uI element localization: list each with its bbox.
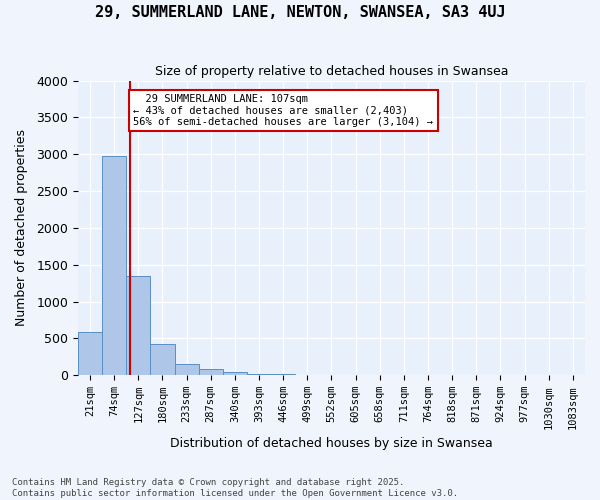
Title: Size of property relative to detached houses in Swansea: Size of property relative to detached ho… (155, 65, 508, 78)
Text: Contains HM Land Registry data © Crown copyright and database right 2025.
Contai: Contains HM Land Registry data © Crown c… (12, 478, 458, 498)
Bar (151, 344, 175, 375)
Bar (223, 372, 247, 375)
Bar (126, 276, 151, 375)
X-axis label: Distribution of detached houses by size in Swansea: Distribution of detached houses by size … (170, 437, 493, 450)
Y-axis label: Number of detached properties: Number of detached properties (15, 130, 28, 326)
Text: 29 SUMMERLAND LANE: 107sqm
← 43% of detached houses are smaller (2,403)
56% of s: 29 SUMMERLAND LANE: 107sqm ← 43% of deta… (133, 94, 433, 127)
Bar (199, 370, 223, 375)
Bar (102, 156, 126, 375)
Bar (78, 332, 102, 375)
Text: 29, SUMMERLAND LANE, NEWTON, SWANSEA, SA3 4UJ: 29, SUMMERLAND LANE, NEWTON, SWANSEA, SA… (95, 5, 505, 20)
Bar (175, 364, 199, 375)
Bar (271, 374, 295, 375)
Bar (247, 374, 271, 375)
